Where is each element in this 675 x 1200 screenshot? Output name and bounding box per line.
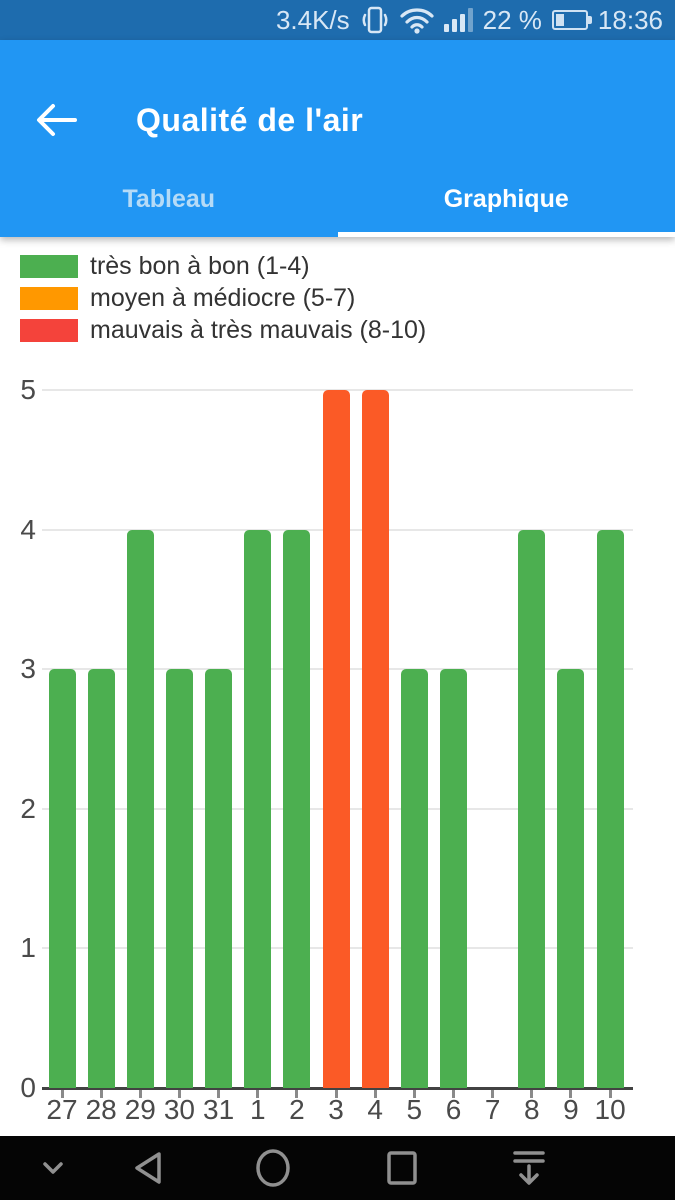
bar xyxy=(557,669,585,1088)
toolbar: Qualité de l'air xyxy=(0,82,675,158)
x-axis-tick-label: 5 xyxy=(406,1094,423,1125)
gridline xyxy=(42,807,633,810)
network-speed: 3.4K/s xyxy=(275,4,350,35)
x-axis-tick xyxy=(138,1090,142,1098)
bar xyxy=(518,529,546,1088)
x-axis-tick xyxy=(177,1090,181,1098)
x-axis-tick-label: 8 xyxy=(524,1094,540,1125)
wifi-icon xyxy=(400,6,434,34)
bar xyxy=(361,390,389,1088)
x-axis-tick xyxy=(569,1090,573,1098)
vibrate-icon xyxy=(360,5,390,35)
x-axis-tick xyxy=(373,1090,377,1098)
bar xyxy=(283,529,311,1088)
y-axis-tick-label: 2 xyxy=(20,792,36,824)
x-axis-tick xyxy=(491,1090,495,1098)
x-axis-tick-label: 2 xyxy=(289,1094,305,1125)
x-axis-tick-label: 6 xyxy=(445,1094,462,1125)
legend-item: moyen à médiocre (5-7) xyxy=(20,282,426,314)
bar xyxy=(440,669,467,1088)
arrow-left-icon xyxy=(33,102,77,138)
x-axis-tick-label: 31 xyxy=(203,1094,235,1125)
tab-tableau[interactable]: Tableau xyxy=(122,184,216,213)
clock: 18:36 xyxy=(597,4,663,35)
page-title: Qualité de l'air xyxy=(136,101,364,138)
signal-strength-icon xyxy=(443,8,473,32)
bar xyxy=(87,669,115,1088)
back-triangle-icon[interactable] xyxy=(112,1136,182,1200)
legend-item: mauvais à très mauvais (8-10) xyxy=(20,314,426,346)
battery-icon xyxy=(551,10,592,30)
legend-swatch-green xyxy=(20,254,78,278)
x-axis-tick-label: 3 xyxy=(328,1094,344,1125)
app-bar: Qualité de l'air Tableau Graphique xyxy=(0,40,675,237)
bar xyxy=(322,390,350,1088)
x-axis-tick-label: 9 xyxy=(563,1094,579,1125)
x-axis-tick-label: 1 xyxy=(249,1094,266,1125)
bar xyxy=(48,669,76,1088)
y-axis-tick-label: 0 xyxy=(20,1072,36,1103)
x-axis-tick xyxy=(452,1090,455,1098)
gridline xyxy=(42,528,633,531)
legend-label: mauvais à très mauvais (8-10) xyxy=(90,315,427,344)
x-axis-tick xyxy=(412,1090,416,1098)
x-axis-tick-label: 30 xyxy=(163,1094,196,1125)
bar xyxy=(400,669,428,1088)
android-nav-bar xyxy=(0,1136,675,1200)
bar xyxy=(126,529,154,1088)
x-axis-tick-label: 4 xyxy=(367,1094,383,1125)
x-axis-line xyxy=(42,1087,633,1090)
home-circle-icon[interactable] xyxy=(238,1136,308,1200)
y-axis-tick-label: 5 xyxy=(20,374,36,405)
active-tab-indicator xyxy=(337,232,675,237)
gridline xyxy=(42,668,633,671)
legend-swatch-orange xyxy=(20,286,78,310)
y-axis-tick-label: 1 xyxy=(20,932,36,964)
x-axis-tick xyxy=(60,1090,64,1098)
tab-graphique[interactable]: Graphique xyxy=(443,184,569,213)
x-axis-tick xyxy=(295,1090,299,1098)
x-axis-tick-label: 29 xyxy=(124,1094,156,1125)
legend-item: très bon à bon (1-4) xyxy=(20,250,426,282)
x-axis-tick xyxy=(217,1090,221,1098)
y-axis-tick-label: 4 xyxy=(20,513,36,545)
x-axis-tick xyxy=(608,1090,612,1098)
bar xyxy=(205,669,233,1088)
bar xyxy=(596,529,624,1088)
back-button[interactable] xyxy=(0,82,110,158)
status-bar: 3.4K/s 22 % 18:36 xyxy=(0,0,675,40)
legend-label: très bon à bon (1-4) xyxy=(90,251,310,280)
legend-label: moyen à médiocre (5-7) xyxy=(90,283,356,312)
battery-percent: 22 % xyxy=(482,4,542,35)
y-axis-tick-label: 3 xyxy=(20,653,36,685)
x-axis-tick-label: 28 xyxy=(85,1094,117,1125)
tab-bar: Tableau Graphique xyxy=(0,173,675,237)
bar xyxy=(165,669,193,1088)
chevron-down-icon[interactable] xyxy=(18,1136,88,1200)
x-axis-tick-label: 27 xyxy=(46,1094,78,1125)
x-axis-tick xyxy=(334,1090,338,1098)
x-axis-tick xyxy=(99,1090,103,1098)
x-axis-tick xyxy=(256,1090,260,1098)
x-axis-tick xyxy=(530,1090,534,1098)
x-axis-tick-label: 10 xyxy=(594,1094,626,1125)
notification-pulldown-icon[interactable] xyxy=(494,1136,564,1200)
recents-square-icon[interactable] xyxy=(367,1136,437,1200)
legend-swatch-red xyxy=(20,318,78,342)
gridline xyxy=(42,389,633,391)
bar xyxy=(244,529,272,1088)
x-axis-tick-label: 7 xyxy=(484,1094,501,1125)
chart-legend: très bon à bon (1-4) moyen à médiocre (5… xyxy=(20,250,426,346)
gridline xyxy=(42,947,633,950)
